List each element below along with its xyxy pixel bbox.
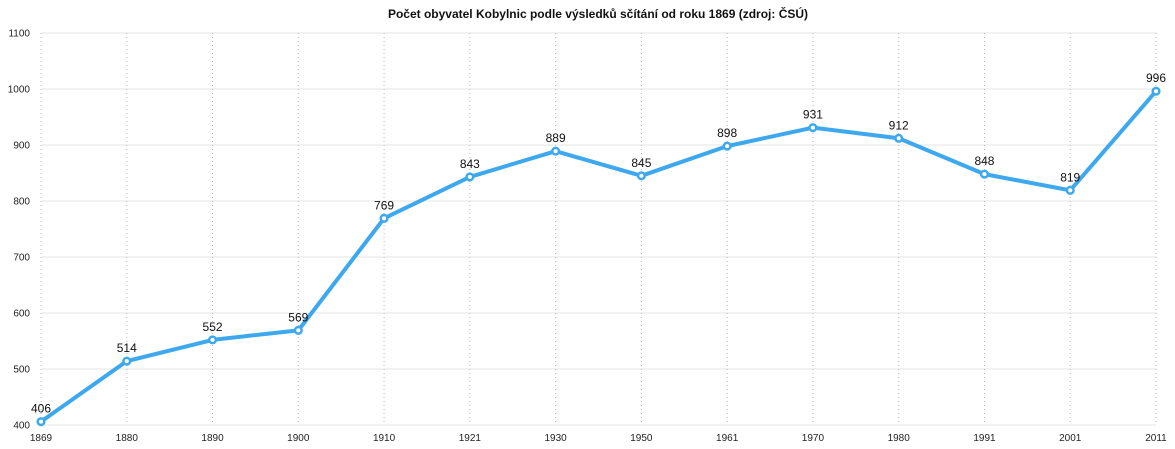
data-point xyxy=(979,169,990,179)
x-tick-label: 1890 xyxy=(201,433,224,444)
x-tick-label: 2011 xyxy=(1145,433,1167,444)
data-point xyxy=(636,171,646,181)
data-point xyxy=(808,123,818,133)
x-tick-label: 1991 xyxy=(973,433,996,444)
data-labels: 406 514 552 569 769 843 889 845 898 931 912 848 819 9… xyxy=(31,71,1166,415)
data-point xyxy=(293,325,303,335)
y-tick-label: 1000 xyxy=(8,85,31,96)
data-point xyxy=(207,335,218,345)
data-point xyxy=(36,417,46,427)
x-tick-label: 1961 xyxy=(716,433,739,444)
x-tick-label: 1900 xyxy=(287,433,310,444)
data-label: 889 xyxy=(546,131,566,145)
y-axis-ticks: 400 500 600 700 800 900 1000 1100 xyxy=(8,29,31,432)
x-tick-label: 1950 xyxy=(630,433,653,444)
y-tick-label: 1100 xyxy=(8,29,30,40)
data-label: 819 xyxy=(1060,170,1080,184)
x-tick-label: 1930 xyxy=(544,433,567,444)
data-label: 996 xyxy=(1146,71,1166,85)
series xyxy=(39,89,1158,424)
x-tick-label: 1869 xyxy=(30,433,53,444)
data-point xyxy=(551,146,561,156)
data-label: 552 xyxy=(203,320,223,334)
data-label: 931 xyxy=(803,108,823,122)
x-tick-label: 1921 xyxy=(459,433,482,444)
x-tick-label: 1880 xyxy=(116,433,139,444)
y-tick-label: 900 xyxy=(13,141,30,152)
x-tick-label: 1980 xyxy=(888,433,911,444)
data-point xyxy=(722,141,732,151)
x-tick-label: 1970 xyxy=(802,433,825,444)
chart-title: Počet obyvatel Kobylnic podle výsledků s… xyxy=(388,6,808,21)
data-point xyxy=(379,213,389,223)
data-label: 406 xyxy=(31,402,51,416)
y-tick-label: 800 xyxy=(13,197,30,208)
grid xyxy=(40,32,1157,426)
y-tick-label: 700 xyxy=(13,253,30,264)
data-label: 514 xyxy=(117,341,137,355)
data-point xyxy=(1065,185,1075,195)
data-label: 848 xyxy=(974,154,994,168)
data-label: 769 xyxy=(374,198,394,212)
y-tick-label: 400 xyxy=(13,421,30,432)
data-label: 569 xyxy=(288,310,308,324)
data-point xyxy=(465,172,475,182)
data-label: 898 xyxy=(717,126,737,140)
data-label: 912 xyxy=(889,118,909,132)
data-point xyxy=(1151,86,1161,96)
x-tick-label: 1910 xyxy=(373,433,396,444)
x-tick-label: 2001 xyxy=(1059,433,1082,444)
y-tick-label: 600 xyxy=(13,309,30,320)
data-label: 843 xyxy=(460,157,480,171)
data-points xyxy=(36,86,1161,427)
y-tick-label: 500 xyxy=(13,365,30,376)
data-point xyxy=(122,356,132,366)
data-point xyxy=(894,133,904,143)
series-line xyxy=(39,89,1158,424)
data-label: 845 xyxy=(631,156,651,170)
x-axis-ticks: 1869 1880 1890 1900 1910 1921 1930 1950 1961 1970… xyxy=(30,433,1167,444)
